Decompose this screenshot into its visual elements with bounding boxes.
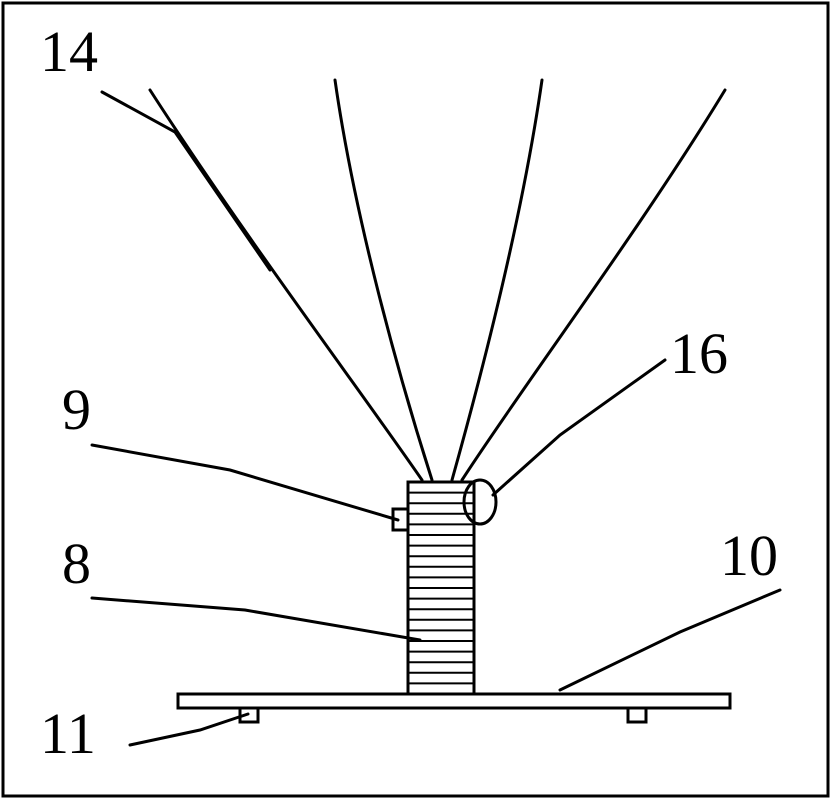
lbl-9-leader [92, 445, 398, 520]
petal-1 [150, 90, 422, 480]
right-tab [628, 708, 646, 722]
base-plate [178, 694, 730, 708]
lbl-8-leader [92, 598, 420, 640]
lbl-10: 10 [720, 522, 778, 589]
lbl-11: 11 [40, 700, 96, 767]
lbl-9: 9 [62, 376, 91, 443]
lbl-16: 16 [670, 320, 728, 387]
lbl-10-leader [560, 590, 780, 690]
lbl-16-leader [493, 360, 665, 495]
lbl-8: 8 [62, 530, 91, 597]
petal-2 [335, 80, 432, 480]
diagram-canvas [0, 0, 833, 801]
lbl-14-leader [102, 92, 270, 270]
lbl-11-leader [130, 714, 248, 745]
lbl-14: 14 [40, 18, 98, 85]
petal-3 [452, 80, 542, 480]
